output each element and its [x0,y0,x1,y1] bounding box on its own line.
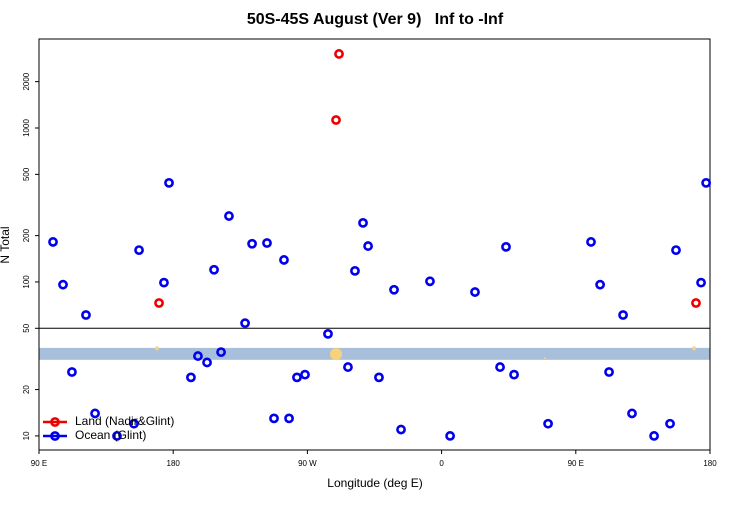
y-tick-label: 2000 [22,72,31,90]
y-tick-label: 500 [22,167,31,181]
point [665,418,675,429]
point [292,372,302,383]
y-axis-label: N Total [0,226,12,263]
point [67,367,77,377]
point [334,49,344,59]
y-tick-label: 50 [22,323,31,332]
point [81,310,91,320]
point [284,413,294,424]
point [696,277,706,288]
point [134,245,144,256]
point [389,284,399,295]
x-tick-label: 180 [167,459,181,468]
point [343,362,353,372]
x-tick-label: 90 E [31,459,47,468]
legend-label: Ocean (Glint) [75,428,146,442]
x-tick-label: 0 [439,459,444,468]
point [247,238,257,249]
highlight-point [154,346,159,351]
legend-marker [50,431,60,441]
y-tick-label: 20 [22,385,31,394]
point [701,177,712,188]
point [445,431,455,441]
point [323,328,333,339]
point [671,245,681,256]
point [58,279,68,290]
point [509,369,519,380]
point [90,408,100,419]
band [39,347,710,360]
x-axis-label: Longitude (deg E) [327,476,422,490]
highlight-point [544,357,547,360]
point [159,277,169,288]
chart-title: 50S-45S August (Ver 9) Inf to -Inf [247,11,504,28]
highlight-point [692,346,697,351]
point [129,418,139,429]
legend-label: Land (Nadir&Glint) [75,414,174,428]
legend-marker [50,417,60,427]
x-tick-label: 90 W [298,459,317,468]
y-tick-label: 100 [22,275,31,289]
point [224,211,234,221]
point [649,431,659,441]
point [363,241,373,251]
point [425,276,435,287]
point [604,367,614,377]
point [112,431,122,441]
point [495,362,505,372]
point [186,372,196,383]
plot-frame [38,38,711,451]
point [48,237,58,247]
point [627,408,637,419]
point [262,238,272,248]
point [358,217,368,228]
point [240,318,250,329]
point [691,298,701,308]
point [331,115,341,125]
point [279,255,289,265]
highlight-point [330,348,343,361]
point [300,369,310,380]
x-tick-label: 180 [703,459,717,468]
point [396,424,406,435]
point [543,418,553,429]
point [470,287,480,297]
point [216,347,226,358]
point [193,351,203,361]
point [209,264,219,275]
point [618,310,628,320]
point [269,413,279,424]
point [586,237,596,247]
point [202,357,212,368]
point [501,241,511,252]
point [595,279,606,290]
point [374,372,384,383]
y-tick-label: 1000 [22,119,31,137]
point [350,265,360,276]
y-tick-label: 10 [22,431,31,440]
point [154,298,164,308]
y-tick-label: 200 [22,228,31,242]
x-tick-label: 90 E [568,459,584,468]
point [164,177,174,188]
